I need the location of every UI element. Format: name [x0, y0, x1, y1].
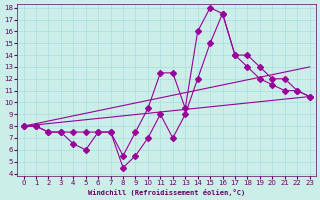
- X-axis label: Windchill (Refroidissement éolien,°C): Windchill (Refroidissement éolien,°C): [88, 189, 245, 196]
